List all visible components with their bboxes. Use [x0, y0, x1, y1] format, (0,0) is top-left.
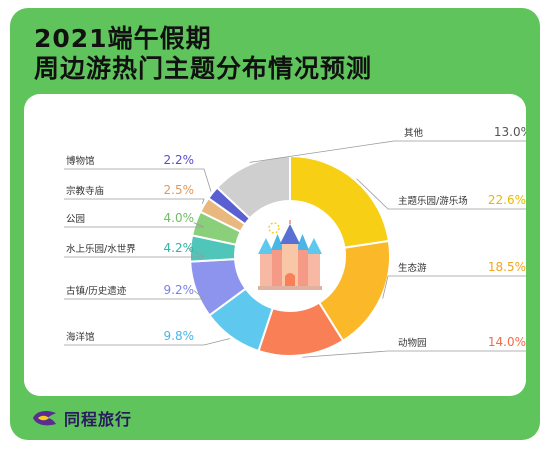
slice-value-label: 22.6% — [488, 193, 526, 207]
donut-slice — [289, 154, 391, 249]
slice-label: 宗教寺庙 — [66, 185, 104, 197]
brand-name: 同程旅行 — [64, 410, 133, 429]
slice-label: 其他 — [404, 127, 424, 139]
slice-label: 主题乐园/游乐场 — [398, 195, 468, 207]
leader-line — [64, 247, 205, 258]
leader-line — [64, 198, 205, 204]
slice-value-label: 13.0% — [494, 125, 526, 139]
slice-label: 生态游 — [398, 262, 427, 274]
page-title: 2021端午假期 周边游热门主题分布情况预测 — [34, 24, 372, 84]
slice-label: 水上乐园/水世界 — [66, 243, 136, 255]
infographic-card: 2021端午假期 周边游热门主题分布情况预测 主题乐园/游乐场 22.6% 生态游 1… — [10, 8, 540, 440]
slice-value-label: 4.0% — [164, 211, 195, 225]
castle-icon — [258, 220, 322, 290]
leader-line — [64, 222, 205, 228]
leader-line — [356, 178, 526, 210]
slice-label: 海洋馆 — [66, 331, 95, 343]
slice-value-label: 2.2% — [164, 153, 195, 167]
slice-value-label: 9.8% — [164, 329, 195, 343]
chart-panel: 主题乐园/游乐场 22.6% 生态游 18.5% 动物园 14.0% 海洋馆 9.8% 古镇/历… — [24, 94, 526, 396]
slice-value-label: 9.2% — [164, 283, 195, 297]
leader-line — [64, 168, 212, 192]
slice-label: 博物馆 — [66, 155, 95, 167]
brand-logo: 同程旅行 — [32, 404, 132, 432]
tongcheng-logo-icon — [33, 410, 56, 426]
donut-chart: 主题乐园/游乐场 22.6% 生态游 18.5% 动物园 14.0% 海洋馆 9.8% 古镇/历… — [64, 125, 526, 358]
slice-value-label: 2.5% — [164, 183, 195, 197]
slice-value-label: 4.2% — [164, 241, 195, 255]
title-line-2: 周边游热门主题分布情况预测 — [34, 54, 373, 83]
leader-line — [64, 338, 231, 346]
leader-line — [64, 290, 206, 300]
slice-label: 古镇/历史遗迹 — [66, 285, 127, 297]
leader-line — [302, 350, 526, 358]
leader-line — [382, 275, 526, 299]
leader-line — [249, 140, 526, 163]
slice-value-label: 14.0% — [488, 335, 526, 349]
slice-label: 公园 — [66, 214, 85, 225]
slice-value-label: 18.5% — [488, 260, 526, 274]
slice-label: 动物园 — [398, 337, 427, 349]
title-line-1: 2021端午假期 — [34, 24, 212, 53]
